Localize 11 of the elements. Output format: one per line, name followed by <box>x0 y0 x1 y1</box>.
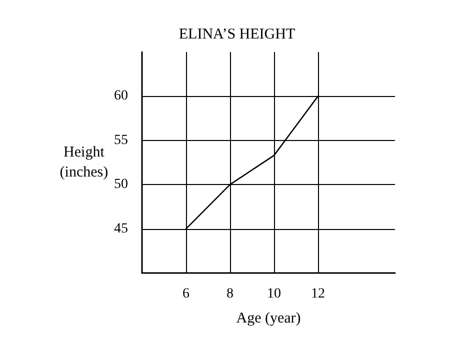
y-axis-title: Height (inches) <box>60 144 108 180</box>
x-axis-title: Age (year) <box>236 310 301 326</box>
y-tick-label: 50 <box>114 177 128 192</box>
x-tick-label: 6 <box>182 286 190 302</box>
y-tick-label: 60 <box>114 88 128 104</box>
y-tick-label: 55 <box>114 132 128 148</box>
x-tick-label: 12 <box>311 286 325 302</box>
x-tick-label: 8 <box>226 286 234 302</box>
y-tick-label: 45 <box>114 221 128 236</box>
chart-title: ELINA’S HEIGHT <box>178 26 296 42</box>
x-tick-label: 10 <box>267 286 281 302</box>
